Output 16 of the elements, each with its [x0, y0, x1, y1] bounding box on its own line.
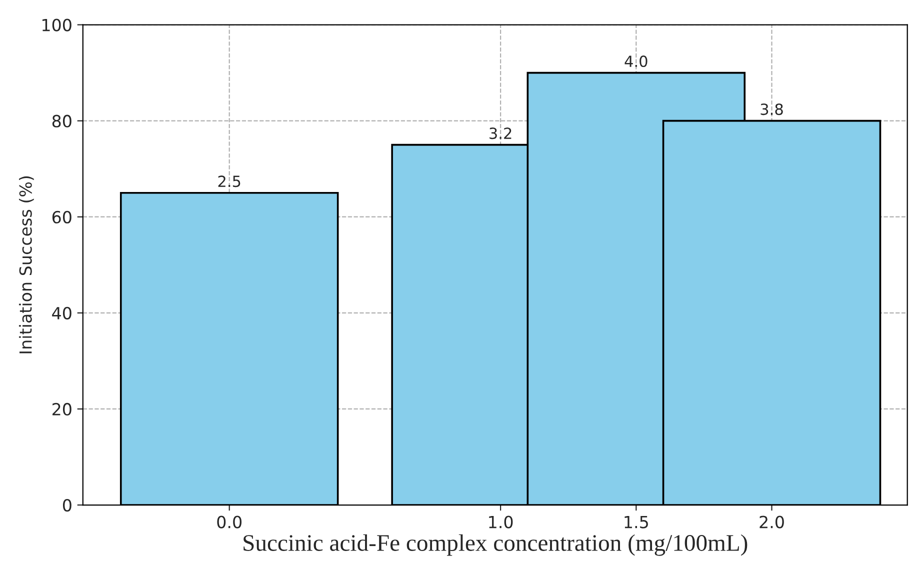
- x-tick-label: 1.0: [489, 516, 513, 528]
- y-tick-label: 20: [52, 402, 72, 416]
- annotation: 4.0: [624, 56, 648, 68]
- y-axis-title: Initiation Success (%): [18, 176, 34, 354]
- annotation: 3.8: [760, 104, 783, 116]
- annotation: 2.5: [218, 176, 240, 188]
- y-tick-label: 40: [52, 306, 72, 320]
- annotation: 3.2: [490, 128, 512, 140]
- y-tick-label: 60: [52, 210, 72, 224]
- x-tick-label: 0.0: [217, 516, 242, 528]
- y-tick-label: 0: [62, 498, 72, 512]
- x-axis-title: Succinic acid-Fe complex concentration (mg/100mL): [244, 534, 748, 556]
- x-tick-label: 1.5: [624, 516, 648, 528]
- y-tick-label: 80: [52, 114, 72, 128]
- y-tick-label: 100: [42, 18, 72, 32]
- x-tick-label: 2.0: [760, 516, 784, 528]
